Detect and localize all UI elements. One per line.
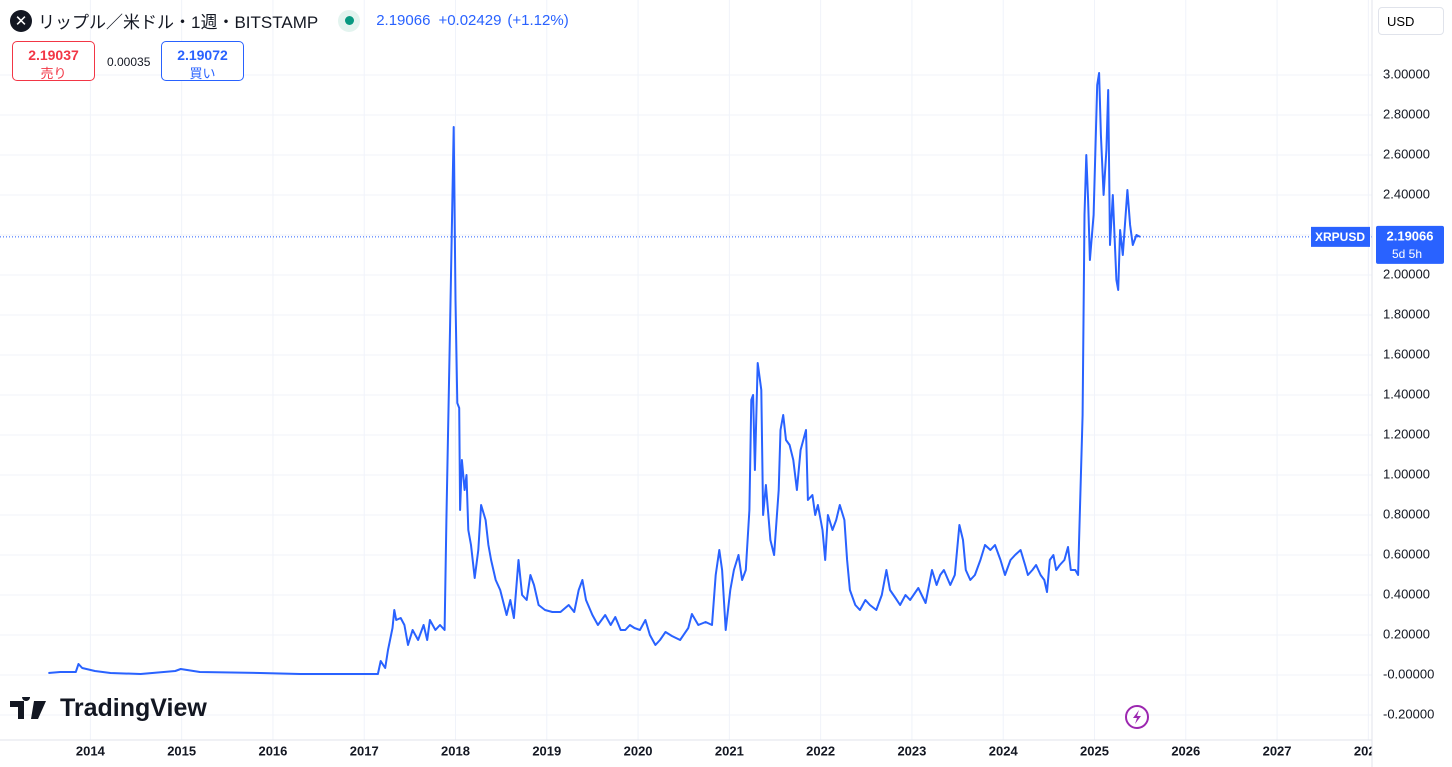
alert-icon[interactable] [1125,705,1149,729]
x-tick-label: 2026 [1171,743,1200,758]
x-tick-label: 2022 [806,743,835,758]
price-line [48,72,1141,675]
y-tick-label: 2.40000 [1383,186,1430,201]
buy-price: 2.19072 [177,47,228,63]
time-axis [0,740,1372,767]
x-tick-label: 2024 [989,743,1019,758]
x-tick-label: 2018 [441,743,470,758]
x-tick-label: 2015 [167,743,196,758]
currency-select[interactable]: USD [1378,7,1444,35]
y-tick-label: 0.80000 [1383,506,1430,521]
plot [0,72,1372,675]
y-tick-label: 1.60000 [1383,346,1430,361]
y-tick-label: 3.00000 [1383,66,1430,81]
x-tick-label: 2023 [897,743,926,758]
y-tick-label: 2.60000 [1383,146,1430,161]
change: +0.02429 [438,12,502,29]
x-tick-label: 2021 [715,743,744,758]
y-tick-label: 1.40000 [1383,386,1430,401]
market-status[interactable] [338,9,361,32]
y-tick-label: 0.40000 [1383,586,1430,601]
x-tick-label: 2017 [350,743,379,758]
x-tick-label: 2027 [1263,743,1292,758]
x-tick-label: 2014 [76,743,106,758]
price-tag [1376,225,1444,264]
sell-label: 売り [40,66,67,81]
y-tick-label: 0.60000 [1383,546,1430,561]
y-tick-label: 2.00000 [1383,266,1430,281]
y-tick-label: 1.80000 [1383,306,1430,321]
countdown: 5d 5h [1392,247,1422,261]
y-tick-label: 2.80000 [1383,106,1430,121]
alert-bolt [1133,710,1141,724]
buy-label: 買い [189,66,216,81]
x-tick-label: 2019 [532,743,561,758]
y-tick-label: 1.00000 [1383,466,1430,481]
watermark-text: TradingView [60,694,207,722]
buy-button[interactable]: 2.19072 買い [161,41,244,81]
sell-price: 2.19037 [28,47,79,63]
price-axis [1372,0,1452,767]
watermark-logo [10,696,46,719]
spread: 0.00035 [107,55,151,69]
header: ✕ リップル／米ドル・1週・BITSTAMP 2.19066 +0.02429 … [10,8,569,33]
symbol-tag-text: XRPUSD [1315,230,1365,244]
price: 2.19066 [376,12,431,29]
y-tick-label: -0.20000 [1383,706,1434,721]
change-percent: (+1.12%) [507,12,569,29]
axis-labels: -0.20000 -0.00000 0.20000 0.40000 0.60000 0.8… [1383,66,1434,721]
price-tag-text: 2.19066 [1387,228,1434,243]
sell-button[interactable]: 2.19037 売り [12,41,95,81]
symbol-title: リップル／米ドル・1週・BITSTAMP [38,13,319,32]
grid [0,0,1372,740]
y-tick-label: -0.00000 [1383,666,1434,681]
y-tick-label: 1.20000 [1383,426,1430,441]
watermark: TradingView [10,694,207,723]
x-tick-label: 2025 [1080,743,1109,758]
y-tick-label: 0.20000 [1383,626,1430,641]
x-tick-label: 2020 [624,743,653,758]
x-tick-label: 2016 [258,743,287,758]
symbol-tag [1311,226,1370,247]
symbol-logo: ✕ [10,9,32,32]
